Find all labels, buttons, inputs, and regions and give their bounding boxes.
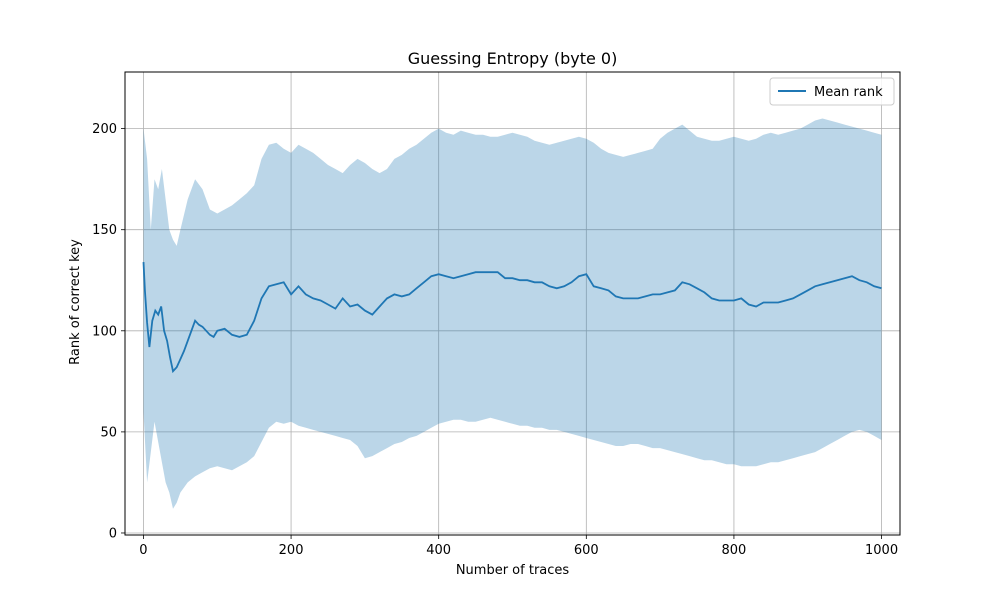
legend: Mean rank: [769, 77, 895, 106]
plot-frame: [124, 71, 901, 536]
x-tick-label: 200: [279, 543, 304, 558]
y-tick-label: 200: [92, 122, 117, 137]
y-axis-ticks: 0 50 100 150 200: [92, 122, 125, 541]
x-tick-label: 1000: [865, 543, 898, 558]
y-tick-label: 50: [100, 425, 117, 440]
x-tick-label: 800: [722, 543, 747, 558]
y-axis-label: Rank of correct key: [68, 239, 83, 365]
x-axis-ticks: 0 200 400 600 800 1000: [139, 535, 898, 558]
legend-box: [769, 77, 895, 106]
y-tick-label: 150: [92, 223, 117, 238]
grid: [125, 72, 900, 535]
y-tick-label: 100: [92, 324, 117, 339]
x-axis-label: Number of traces: [456, 563, 570, 578]
mean-rank-line: [142, 262, 882, 374]
x-tick-label: 400: [426, 543, 451, 558]
x-tick-label: 0: [139, 543, 147, 558]
y-tick-label: 0: [109, 526, 117, 541]
rank-band: [143, 118, 882, 509]
legend-label-mean-rank: Mean rank: [814, 85, 883, 100]
x-tick-label: 600: [574, 543, 599, 558]
chart-title: Guessing Entropy (byte 0): [408, 49, 618, 68]
